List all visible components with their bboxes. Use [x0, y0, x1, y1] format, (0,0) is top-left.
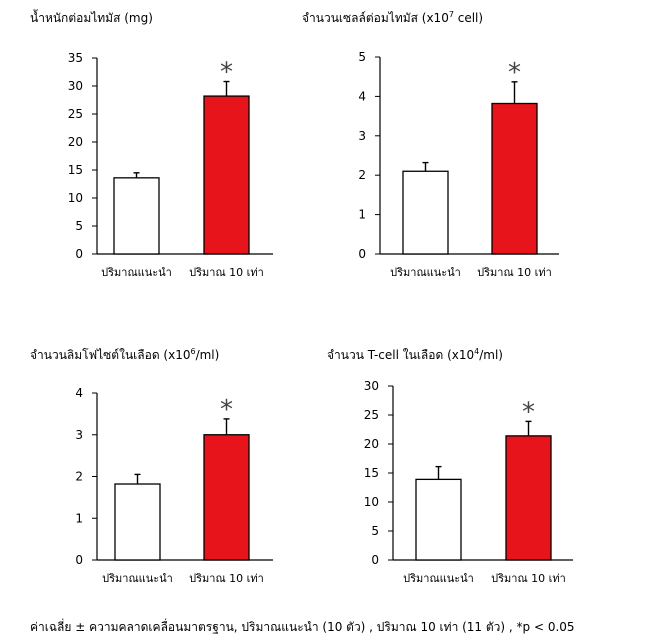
bar-recommended-dose	[415, 478, 462, 561]
x-tick-label: ปริมาณ 10 เท่า	[189, 572, 264, 585]
y-tick-label: 5	[358, 50, 366, 64]
y-tick-label: 25	[364, 408, 379, 422]
title-text: จำนวน T-cell ในเลือด (x10	[327, 348, 475, 362]
y-tick-label: 0	[75, 247, 83, 261]
chart-title-blood-lymphocytes: จำนวนลิมโฟไซต์ในเลือด (x106/ml)	[30, 346, 219, 365]
y-tick-label: 4	[75, 386, 83, 400]
significance-asterisk: *	[508, 58, 521, 88]
y-tick-label: 1	[358, 208, 366, 222]
y-tick-label: 10	[364, 495, 379, 509]
bar-10x-dose	[203, 434, 250, 561]
y-tick-label: 0	[371, 553, 379, 567]
y-tick-label: 2	[75, 470, 83, 484]
footnote: ค่าเฉลี่ย ± ความคลาดเคลื่อนมาตรฐาน, ปริม…	[30, 620, 575, 634]
title-text: จำนวนลิมโฟไซต์ในเลือด (x10	[30, 348, 191, 362]
y-tick-label: 5	[371, 524, 379, 538]
y-tick-label: 4	[358, 89, 366, 103]
x-tick-label: ปริมาณแนะนำ	[390, 266, 461, 279]
title-text-end: /ml)	[479, 348, 503, 362]
y-tick-label: 30	[364, 379, 379, 393]
title-superscript: 6	[190, 347, 196, 356]
bar-10x-dose	[505, 435, 552, 561]
title-superscript: 4	[474, 347, 480, 356]
bar-recommended-dose	[113, 177, 160, 255]
y-tick-label: 10	[68, 191, 83, 205]
x-tick-label: ปริมาณ 10 เท่า	[491, 572, 566, 585]
y-tick-label: 0	[358, 247, 366, 261]
x-tick-label: ปริมาณแนะนำ	[403, 572, 474, 585]
y-tick-label: 15	[68, 163, 83, 177]
x-tick-label: ปริมาณ 10 เท่า	[477, 266, 552, 279]
y-tick-label: 35	[68, 51, 83, 65]
y-tick-label: 2	[358, 168, 366, 182]
bar-recommended-dose	[402, 170, 449, 255]
chart-title-thymus-cells: จำนวนเซลล์ต่อมไทมัส (x107 cell)	[302, 9, 483, 28]
significance-asterisk: *	[220, 395, 233, 425]
title-text-end: cell)	[453, 11, 484, 25]
x-tick-label: ปริมาณแนะนำ	[102, 572, 173, 585]
x-tick-label: ปริมาณ 10 เท่า	[189, 266, 264, 279]
y-tick-label: 20	[364, 437, 379, 451]
y-tick-label: 5	[75, 219, 83, 233]
significance-asterisk: *	[522, 397, 535, 427]
title-text: จำนวนเซลล์ต่อมไทมัส (x10	[302, 11, 449, 25]
chart-title-blood-tcells: จำนวน T-cell ในเลือด (x104/ml)	[327, 346, 503, 365]
title-text-end: /ml)	[195, 348, 220, 362]
bar-recommended-dose	[114, 483, 161, 561]
y-tick-label: 1	[75, 511, 83, 525]
x-tick-label: ปริมาณแนะนำ	[101, 266, 172, 279]
y-tick-label: 15	[364, 466, 379, 480]
bar-10x-dose	[491, 102, 538, 255]
title-text: น้ำหนักต่อมไทมัส (mg)	[30, 11, 153, 25]
y-tick-label: 3	[358, 129, 366, 143]
y-tick-label: 0	[75, 553, 83, 567]
y-tick-label: 3	[75, 428, 83, 442]
title-superscript: 7	[448, 10, 454, 19]
significance-asterisk: *	[220, 58, 233, 88]
bar-10x-dose	[203, 95, 250, 255]
y-tick-label: 20	[68, 135, 83, 149]
y-tick-label: 30	[68, 79, 83, 93]
y-tick-label: 25	[68, 107, 83, 121]
chart-title-thymus-weight: น้ำหนักต่อมไทมัส (mg)	[30, 9, 153, 28]
